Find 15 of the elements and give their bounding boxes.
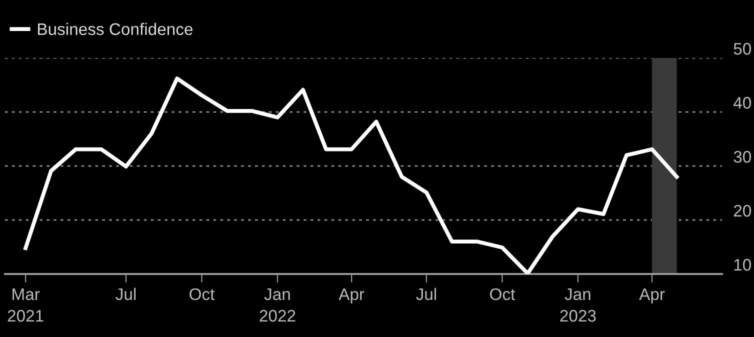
- x-tick-label: Jul: [416, 288, 436, 300]
- y-tick-label: 10: [734, 258, 751, 271]
- x-tick-label: Oct: [190, 288, 215, 300]
- x-tick-label: Oct: [490, 288, 516, 300]
- x-tick-label: Apr: [338, 288, 364, 304]
- y-tick-label: 30: [734, 150, 751, 163]
- x-tick-label: Jan 2022: [260, 288, 296, 322]
- x-tick-label: Mar 2021: [8, 288, 44, 322]
- x-tick-label: Jan 2023: [560, 288, 596, 322]
- y-tick-label: 40: [733, 96, 751, 109]
- y-tick-label: 50: [734, 42, 751, 55]
- y-tick-label: 20: [734, 204, 751, 217]
- x-tick-label: Apr: [639, 288, 665, 304]
- legend-label: Business Confidence: [38, 22, 192, 36]
- x-tick-label: Jul: [116, 288, 136, 300]
